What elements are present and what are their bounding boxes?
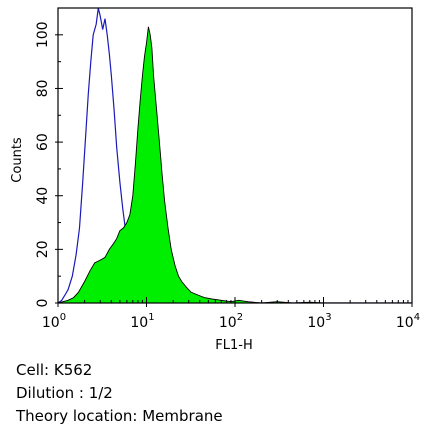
x-tick-label: 102 xyxy=(219,312,243,331)
y-tick-label: 40 xyxy=(35,187,51,205)
caption-cell: Cell: K562 xyxy=(16,361,93,379)
y-tick-label: 60 xyxy=(35,133,51,151)
plot-area xyxy=(58,8,412,303)
y-axis-title: Counts xyxy=(10,137,25,183)
y-tick-label: 20 xyxy=(35,240,51,258)
x-tick-label: 104 xyxy=(396,312,420,331)
x-axis-title: FL1-H xyxy=(215,338,252,353)
x-tick-label: 101 xyxy=(130,312,154,331)
caption-theory-location: Theory location: Membrane xyxy=(16,407,223,425)
y-tick-label: 100 xyxy=(35,21,51,48)
x-tick-label: 100 xyxy=(42,312,66,331)
caption-dilution: Dilution : 1/2 xyxy=(16,384,113,402)
axes: 0 20 40 60 80 100 100 101 102 103 104 xyxy=(35,7,420,331)
y-tick-label: 80 xyxy=(35,80,51,98)
plot-clipped-group xyxy=(58,8,412,303)
x-tick-label: 103 xyxy=(307,312,331,331)
y-tick-label: 0 xyxy=(35,299,51,308)
